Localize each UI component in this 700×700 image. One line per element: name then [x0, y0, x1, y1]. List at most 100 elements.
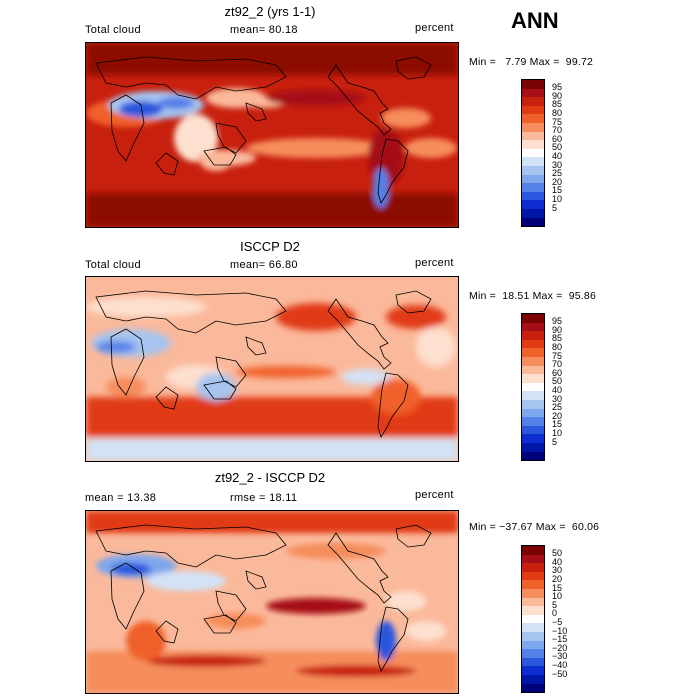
panel-2-mean-label: mean= 66.80 [230, 259, 298, 271]
panel-1-min-max: Min = 7.79 Max = 99.72 [469, 56, 594, 68]
colorbar-tick-label: −5 [552, 617, 563, 627]
colorbar-swatch [522, 425, 544, 435]
colorbar-tick-label: 40 [552, 557, 563, 567]
colorbar-swatch [522, 339, 544, 349]
colorbar-swatch [522, 183, 544, 192]
colorbar-swatch [522, 365, 544, 375]
panel-2-colorbar [521, 313, 545, 461]
colorbar-swatch [522, 217, 544, 227]
panel-2-title: ISCCP D2 [240, 239, 300, 254]
panel-3-min-max: Min = −37.67 Max = 60.06 [469, 521, 600, 533]
panel-1-map-svg [86, 43, 458, 227]
colorbar-tick-label: 5 [552, 600, 558, 610]
colorbar-swatch [522, 640, 544, 650]
panel-3-mean-label: mean = 13.38 [85, 492, 157, 504]
colorbar-tick-label: 60 [552, 368, 563, 378]
colorbar-tick-label: −20 [552, 643, 568, 653]
colorbar-swatch [522, 374, 544, 383]
colorbar-tick-label: 30 [552, 160, 563, 170]
colorbar-tick-label: 90 [552, 325, 563, 335]
colorbar-swatch [522, 148, 544, 158]
colorbar-swatch [522, 157, 544, 166]
colorbar-tick-label: 70 [552, 125, 563, 135]
colorbar-tick-label: 25 [552, 402, 563, 412]
colorbar-tick-label: 15 [552, 185, 563, 195]
colorbar-swatch [522, 88, 544, 98]
colorbar-tick-label: 5 [552, 203, 558, 213]
colorbar-tick-label: 5 [552, 437, 558, 447]
colorbar-swatch [522, 580, 544, 589]
colorbar-swatch [522, 408, 544, 418]
colorbar-swatch [522, 657, 544, 667]
season-label: ANN [511, 8, 559, 33]
panel-1-map [85, 42, 459, 228]
colorbar-swatch [522, 563, 544, 572]
colorbar-swatch [522, 348, 544, 357]
colorbar-swatch [522, 122, 544, 132]
colorbar-swatch [522, 356, 544, 366]
colorbar-tick-label: −15 [552, 634, 568, 644]
colorbar-tick-label: 40 [552, 385, 563, 395]
colorbar-swatch [522, 571, 544, 581]
colorbar-tick-label: 75 [552, 351, 563, 361]
colorbar-tick-label: 95 [552, 316, 563, 326]
colorbar-swatch [522, 417, 544, 426]
colorbar-swatch [522, 200, 544, 209]
colorbar-tick-label: 10 [552, 428, 563, 438]
colorbar-tick-label: 85 [552, 99, 563, 109]
panel-3-colorbar [521, 545, 545, 693]
colorbar-swatch [522, 322, 544, 332]
panel-1-colorbar [521, 79, 545, 227]
panel-3-units-label: percent [415, 489, 454, 501]
panel-3-map [85, 510, 459, 694]
colorbar-tick-label: 10 [552, 194, 563, 204]
colorbar-tick-label: 20 [552, 411, 563, 421]
colorbar-tick-label: 80 [552, 342, 563, 352]
panel-3-title: zt92_2 - ISCCP D2 [214, 470, 326, 485]
colorbar-swatch [522, 674, 544, 684]
colorbar-tick-label: 15 [552, 419, 563, 429]
panel-2-units-label: percent [415, 257, 454, 269]
colorbar-swatch [522, 391, 544, 400]
colorbar-swatch [522, 554, 544, 564]
colorbar-swatch [522, 97, 544, 106]
colorbar-tick-label: 60 [552, 134, 563, 144]
panel-3-rmse-label: rmse = 18.11 [230, 492, 298, 504]
colorbar-tick-label: 30 [552, 394, 563, 404]
colorbar-swatch [522, 399, 544, 409]
colorbar-swatch [522, 614, 544, 624]
panel-2-variable-label: Total cloud [85, 259, 141, 271]
panel-1-units-label: percent [415, 22, 454, 34]
colorbar-swatch [522, 597, 544, 607]
colorbar-tick-label: 80 [552, 108, 563, 118]
colorbar-swatch [522, 546, 544, 555]
colorbar-tick-label: 0 [552, 608, 558, 618]
panel-1-mean-label: mean= 80.18 [230, 24, 298, 36]
colorbar-tick-label: 15 [552, 583, 563, 593]
colorbar-swatch [522, 331, 544, 340]
colorbar-tick-label: 20 [552, 574, 563, 584]
colorbar-tick-label: 10 [552, 591, 563, 601]
colorbar-swatch [522, 606, 544, 615]
panel-2-map-svg [86, 277, 458, 461]
colorbar-swatch [522, 114, 544, 123]
colorbar-tick-label: 20 [552, 177, 563, 187]
colorbar-swatch [522, 588, 544, 598]
panel-3-map-svg [86, 511, 458, 693]
panel-2-map [85, 276, 459, 462]
colorbar-tick-label: 70 [552, 359, 563, 369]
colorbar-swatch [522, 623, 544, 632]
colorbar-tick-label: −10 [552, 626, 568, 636]
colorbar-tick-label: 90 [552, 91, 563, 101]
colorbar-tick-label: 40 [552, 151, 563, 161]
colorbar-swatch [522, 131, 544, 141]
colorbar-tick-label: 50 [552, 142, 563, 152]
colorbar-swatch [522, 666, 544, 675]
colorbar-tick-label: −30 [552, 651, 568, 661]
colorbar-swatch [522, 165, 544, 175]
colorbar-tick-label: 30 [552, 565, 563, 575]
colorbar-swatch [522, 434, 544, 443]
colorbar-tick-label: 75 [552, 117, 563, 127]
colorbar-swatch [522, 80, 544, 89]
colorbar-tick-label: 25 [552, 168, 563, 178]
